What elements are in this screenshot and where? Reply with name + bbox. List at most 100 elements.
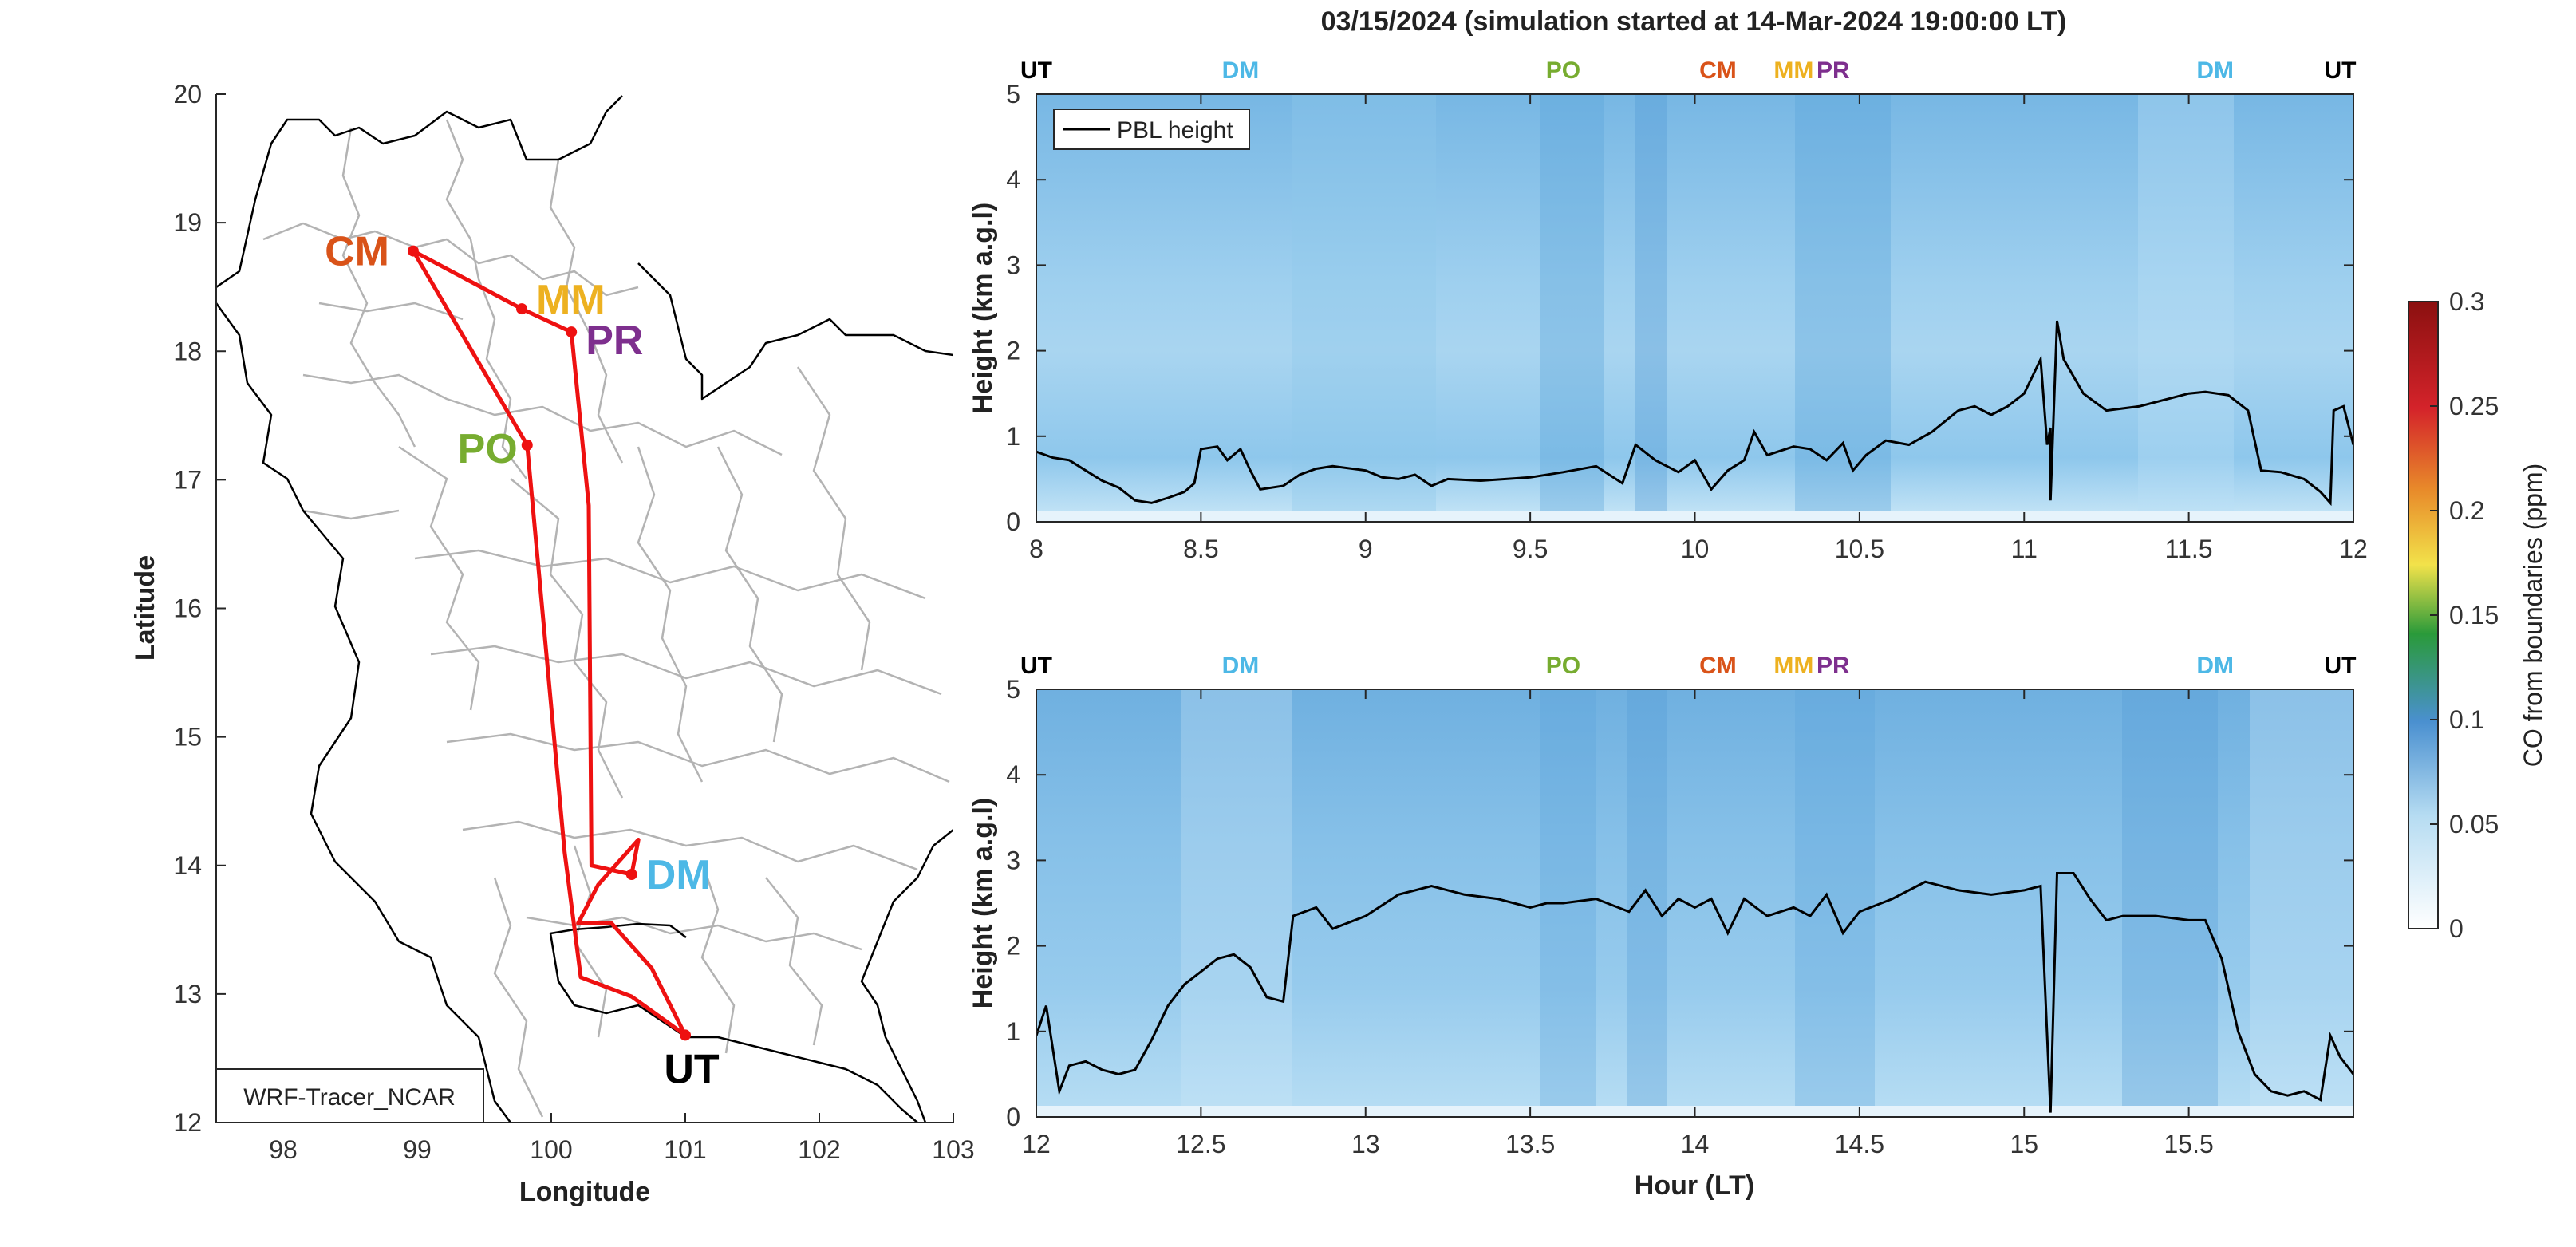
x-axis-label: Hour (LT) — [1635, 1170, 1754, 1201]
country-border-cambodia — [860, 829, 953, 1123]
map-y-label: Latitude — [130, 555, 160, 661]
colorbar-tick-label: 0.3 — [2449, 287, 2484, 316]
station-label: PO — [458, 426, 518, 472]
station-label: UT — [664, 1046, 720, 1092]
map-x-label: Longitude — [519, 1177, 650, 1207]
x-tick-label: 9 — [1359, 535, 1373, 563]
province-boundary — [302, 373, 783, 456]
province-boundary — [796, 366, 871, 671]
y-tick-label: 1 — [1006, 1017, 1020, 1046]
x-tick-label: 8.5 — [1183, 535, 1218, 563]
x-tick-label: 10 — [1681, 535, 1710, 563]
map-x-tick-label: 98 — [269, 1135, 298, 1164]
country-border-west — [216, 95, 623, 1123]
field-background — [1036, 689, 2353, 1117]
x-tick-label: 14.5 — [1835, 1130, 1884, 1158]
y-tick-label: 5 — [1006, 80, 1020, 109]
pbl-height-line — [1036, 320, 2353, 507]
station-dot — [625, 869, 637, 881]
station-dot — [680, 1029, 691, 1041]
map-x-tick-label: 101 — [664, 1135, 706, 1164]
map-x-tick-label: 102 — [798, 1135, 840, 1164]
map-boundaries — [262, 119, 950, 1118]
x-tick-label: 13.5 — [1505, 1130, 1555, 1158]
map-annotation: WRF-Tracer_NCAR — [243, 1084, 456, 1111]
station-marker-label: DM — [1222, 57, 1260, 84]
province-boundary — [716, 446, 783, 743]
y-tick-label: 3 — [1006, 846, 1020, 874]
map-y-tick-label: 16 — [173, 594, 202, 623]
station-marker-label: UT — [1020, 653, 1052, 679]
x-tick-label: 8 — [1029, 535, 1043, 563]
station-marker-label: CM — [1699, 653, 1737, 679]
station-label: MM — [536, 277, 606, 323]
map-y-tick-label: 17 — [173, 465, 202, 494]
station-dot — [521, 439, 533, 451]
station-marker-label: DM — [2196, 57, 2234, 84]
province-boundary — [262, 222, 639, 297]
map-y-tick-label: 14 — [173, 851, 202, 880]
map-x-tick-label: 103 — [932, 1135, 974, 1164]
province-boundary — [637, 446, 704, 783]
pbl-height-line — [1036, 872, 2353, 1113]
colorbar-tick-label: 0.25 — [2449, 392, 2499, 420]
province-boundary — [341, 127, 416, 448]
province-boundary — [462, 820, 918, 871]
colorbar-tick-label: 0 — [2449, 914, 2464, 943]
colorbar-tick-label: 0.1 — [2449, 705, 2484, 734]
province-boundary — [318, 302, 464, 321]
station-markers: UT DM PO CM MM PR DM UT — [1020, 57, 2356, 84]
x-tick-label: 9.5 — [1513, 535, 1548, 563]
station-marker-label: MM — [1773, 653, 1813, 679]
station-marker-label: PR — [1817, 653, 1850, 679]
colorbar: 0 0.05 0.1 0.15 0.2 0.25 0.3 CO from boundarie… — [2408, 287, 2547, 943]
station-marker-label: UT — [2324, 57, 2356, 84]
map-x-tick-label: 99 — [403, 1135, 432, 1164]
x-tick-label: 15 — [2010, 1130, 2038, 1158]
y-tick-label: 4 — [1006, 165, 1020, 194]
y-tick-label: 5 — [1006, 675, 1020, 704]
province-boundary — [302, 509, 400, 520]
map-y-tick-label: 18 — [173, 337, 202, 365]
flight-route — [411, 249, 688, 1037]
x-tick-label: 15.5 — [2164, 1130, 2213, 1158]
field-streaks — [1181, 689, 2353, 1117]
y-tick-label: 4 — [1006, 760, 1020, 789]
y-axis-label: Height (km a.g.l) — [968, 798, 998, 1008]
y-axis-label: Height (km a.g.l) — [968, 203, 998, 413]
province-boundary — [446, 732, 950, 783]
route-layer — [411, 249, 688, 1037]
station-marker-label: PO — [1546, 653, 1580, 679]
x-tick-label: 14 — [1681, 1130, 1710, 1158]
x-tick-label: 12 — [2339, 535, 2368, 563]
x-tick-label: 12 — [1022, 1130, 1051, 1158]
province-boundary — [549, 159, 624, 464]
y-tick-label: 3 — [1006, 251, 1020, 279]
station-label: PR — [586, 318, 643, 364]
colorbar-tick-label: 0.2 — [2449, 496, 2484, 525]
province-boundary — [398, 445, 480, 711]
province-boundary — [765, 877, 823, 1046]
province-boundary — [430, 645, 942, 696]
x-tick-label: 10.5 — [1835, 535, 1884, 563]
map-y-tick-label: 13 — [173, 980, 202, 1008]
province-boundary — [700, 861, 736, 1054]
legend: PBL height — [1053, 109, 1250, 150]
map-ticks: 98 99 100 101 102 103 12 13 14 15 16 17 18 19 20 — [173, 80, 974, 1164]
x-tick-label: 11.5 — [2165, 535, 2213, 563]
station-marker-label: PR — [1817, 57, 1850, 84]
gulf-coastline — [549, 922, 918, 1123]
legend-label: PBL height — [1117, 117, 1233, 144]
map-coastline — [216, 95, 953, 1123]
province-boundary — [493, 877, 544, 1118]
province-boundary — [510, 478, 624, 799]
colorbar-label: CO from boundaries (ppm) — [2519, 464, 2547, 768]
station-marker-label: UT — [2324, 653, 2356, 679]
colorbar-ticks: 0 0.05 0.1 0.15 0.2 0.25 0.3 — [2430, 287, 2499, 943]
